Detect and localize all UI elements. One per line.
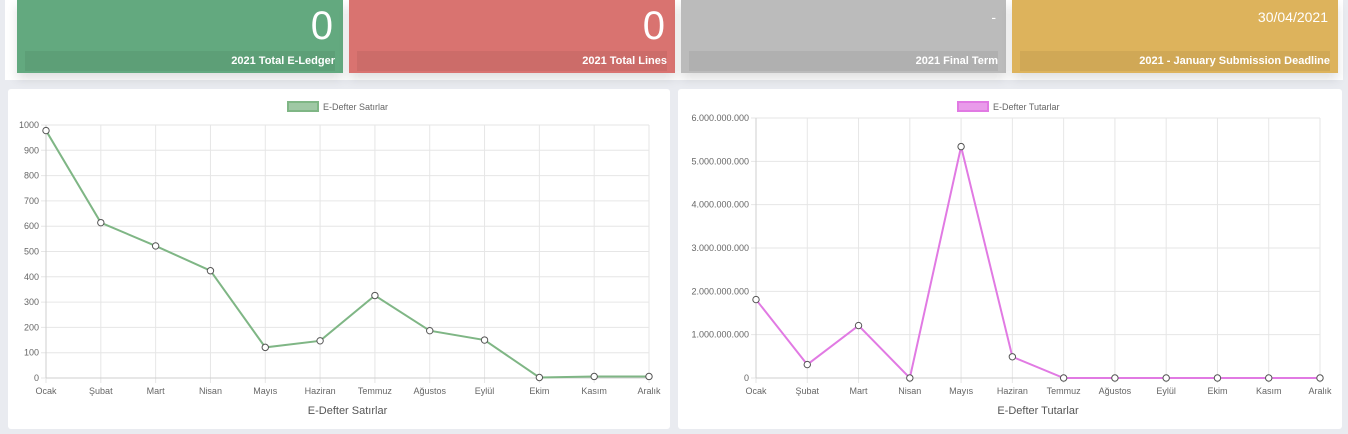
x-axis-title: E-Defter Satırlar bbox=[308, 405, 388, 417]
data-point[interactable] bbox=[1111, 374, 1119, 382]
stat-label: 2021 Final Term bbox=[689, 51, 998, 71]
data-point[interactable] bbox=[752, 295, 760, 304]
y-tick-label: 1000 bbox=[19, 120, 39, 130]
x-tick-label: Ağustos bbox=[1099, 386, 1132, 396]
stat-value: 0 bbox=[310, 4, 333, 48]
x-tick-label: Eylül bbox=[475, 386, 495, 396]
stat-card-total-ledger: 0 2021 Total E-Ledger bbox=[17, 0, 343, 73]
x-tick-label: Eylül bbox=[1156, 386, 1176, 396]
x-tick-label: Mart bbox=[850, 386, 868, 396]
data-point[interactable] bbox=[1316, 374, 1324, 382]
line-chart-amounts: E-Defter Tutarlar 0 1.000.000.000 2.000.000… bbox=[691, 101, 1332, 417]
y-tick-label: 600 bbox=[24, 221, 39, 231]
y-tick-label: 100 bbox=[24, 348, 39, 358]
data-point[interactable] bbox=[42, 126, 50, 135]
x-tick-label: Kasım bbox=[1256, 386, 1282, 396]
stat-card-total-lines: 0 2021 Total Lines bbox=[349, 0, 675, 73]
y-tick-label: 0 bbox=[744, 373, 749, 383]
data-point[interactable] bbox=[371, 291, 379, 300]
chart-panel-amounts: E-Defter Tutarlar 0 1.000.000.000 2.000.000… bbox=[678, 89, 1342, 429]
data-point[interactable] bbox=[803, 360, 811, 369]
line-chart-lines: E-Defter Satırlar 0 100 200 300 400 500 600 700 8… bbox=[19, 101, 661, 417]
y-tick-label: 5.000.000.000 bbox=[691, 156, 749, 166]
data-point[interactable] bbox=[480, 336, 489, 344]
y-tick-label: 700 bbox=[24, 196, 39, 206]
x-tick-label: Ekim bbox=[529, 386, 549, 396]
data-point[interactable] bbox=[206, 267, 215, 275]
stat-label: 2021 Total E-Ledger bbox=[25, 51, 335, 71]
data-point[interactable] bbox=[1008, 353, 1017, 361]
x-tick-label: Mayıs bbox=[949, 386, 974, 396]
chart-panel-lines: E-Defter Satırlar 0 100 200 300 400 500 600 700 8… bbox=[8, 89, 670, 429]
stat-card-submission-deadline: 30/04/2021 2021 - January Submission Dea… bbox=[1012, 0, 1338, 73]
data-point[interactable] bbox=[316, 337, 324, 345]
y-tick-label: 6.000.000.000 bbox=[691, 113, 749, 123]
data-point[interactable] bbox=[590, 372, 598, 381]
stat-card-final-term: - 2021 Final Term bbox=[681, 0, 1006, 73]
legend: E-Defter Satırlar bbox=[287, 101, 388, 112]
x-axis-title: E-Defter Tutarlar bbox=[997, 405, 1079, 417]
legend: E-Defter Tutarlar bbox=[957, 101, 1060, 112]
x-tick-label: Ağustos bbox=[413, 386, 446, 396]
x-tick-label: Mart bbox=[147, 386, 165, 396]
y-tick-label: 800 bbox=[24, 171, 39, 181]
x-tick-label: Ekim bbox=[1207, 386, 1227, 396]
y-tick-label: 200 bbox=[24, 322, 39, 332]
y-tick-label: 0 bbox=[34, 373, 39, 383]
legend-label: E-Defter Satırlar bbox=[323, 102, 388, 112]
x-tick-label: Temmuz bbox=[1047, 386, 1082, 396]
legend-swatch bbox=[957, 101, 989, 112]
data-point[interactable] bbox=[854, 321, 863, 330]
data-point[interactable] bbox=[151, 242, 160, 250]
stat-label: 2021 Total Lines bbox=[357, 51, 667, 71]
data-point[interactable] bbox=[906, 374, 914, 382]
legend-swatch bbox=[287, 101, 319, 112]
x-tick-label: Ocak bbox=[745, 386, 767, 396]
legend-label: E-Defter Tutarlar bbox=[993, 102, 1060, 112]
y-tick-label: 300 bbox=[24, 297, 39, 307]
x-tick-label: Kasım bbox=[581, 386, 607, 396]
y-tick-label: 400 bbox=[24, 272, 39, 282]
y-tick-label: 1.000.000.000 bbox=[691, 330, 749, 340]
series-line bbox=[45, 130, 649, 379]
data-point[interactable] bbox=[426, 326, 434, 335]
data-point[interactable] bbox=[645, 372, 653, 381]
x-tick-label: Şubat bbox=[89, 386, 113, 396]
x-tick-label: Haziran bbox=[305, 386, 336, 396]
stat-value: 0 bbox=[642, 4, 665, 48]
data-point[interactable] bbox=[261, 343, 269, 352]
data-point[interactable] bbox=[957, 142, 965, 151]
y-tick-label: 900 bbox=[24, 145, 39, 155]
y-tick-label: 4.000.000.000 bbox=[691, 200, 749, 210]
stat-value: - bbox=[991, 9, 996, 25]
x-tick-label: Nisan bbox=[199, 386, 222, 396]
data-point[interactable] bbox=[1265, 374, 1273, 382]
x-tick-label: Nisan bbox=[898, 386, 921, 396]
data-point[interactable] bbox=[1213, 374, 1222, 382]
data-point[interactable] bbox=[535, 373, 544, 382]
y-tick-label: 500 bbox=[24, 247, 39, 257]
x-tick-label: Haziran bbox=[997, 386, 1028, 396]
series-line bbox=[755, 146, 1320, 381]
x-tick-label: Mayıs bbox=[253, 386, 278, 396]
data-point[interactable] bbox=[1162, 374, 1170, 382]
x-tick-label: Ocak bbox=[35, 386, 57, 396]
stat-label: 2021 - January Submission Deadline bbox=[1020, 51, 1330, 71]
x-tick-label: Aralık bbox=[637, 386, 661, 396]
x-tick-label: Aralık bbox=[1308, 386, 1332, 396]
data-point[interactable] bbox=[1059, 374, 1068, 382]
x-tick-label: Şubat bbox=[796, 386, 820, 396]
x-tick-label: Temmuz bbox=[358, 386, 393, 396]
y-tick-label: 3.000.000.000 bbox=[691, 243, 749, 253]
data-point[interactable] bbox=[97, 218, 105, 227]
stat-value: 30/04/2021 bbox=[1257, 9, 1328, 25]
y-tick-label: 2.000.000.000 bbox=[691, 286, 749, 296]
